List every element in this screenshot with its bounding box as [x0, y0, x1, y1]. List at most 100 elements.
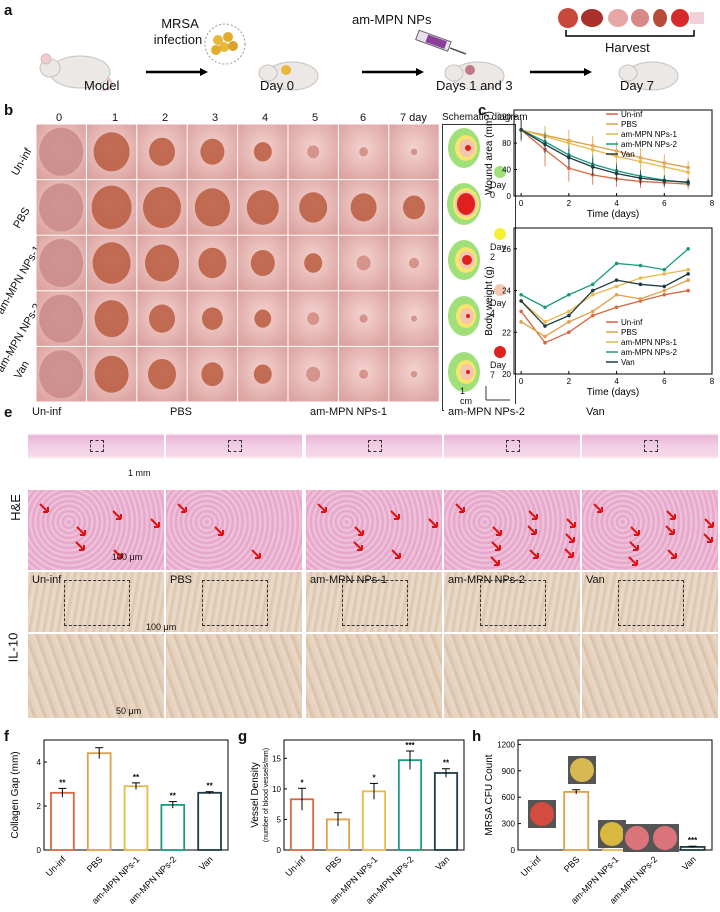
series-line — [520, 273, 689, 327]
red-arrow-icon — [564, 548, 574, 558]
data-point — [543, 324, 547, 328]
significance-mark: *** — [688, 836, 698, 845]
mouse-days13-icon — [444, 61, 505, 91]
y-tick-label: 40 — [502, 166, 511, 175]
plot-frame — [513, 227, 713, 375]
data-point — [614, 305, 619, 310]
red-arrow-icon — [317, 503, 327, 513]
arrow-2-icon — [362, 68, 424, 76]
data-point — [638, 263, 643, 268]
red-arrow-icon — [390, 510, 400, 520]
legend-day7-label: Day 7 — [490, 360, 507, 380]
agar-plate-dish — [600, 822, 624, 846]
series-line — [520, 279, 689, 338]
mouse-day0-icon — [258, 61, 319, 91]
day-header: 3 — [212, 112, 219, 124]
red-arrow-icon — [113, 549, 123, 559]
y-tick-label: 80 — [502, 139, 511, 148]
data-point — [662, 284, 667, 289]
legend-day2-swatch — [494, 228, 506, 240]
data-point — [567, 166, 571, 171]
wound-lesion — [94, 355, 129, 393]
data-point — [638, 159, 643, 164]
y-axis-label: Collagen Gap (mm) — [10, 751, 21, 838]
agar-plate-dish — [653, 826, 677, 850]
he-tissue-image — [306, 490, 442, 570]
red-arrow-icon — [39, 503, 49, 513]
zoom-region-box — [618, 580, 684, 626]
wound-lesion — [94, 300, 129, 338]
zoom-region-box — [342, 580, 408, 626]
wound-lesion — [194, 188, 230, 227]
zoom-region-box — [64, 580, 130, 626]
scale-1mm: 1 mm — [128, 468, 151, 478]
wound-photo-grid — [36, 124, 439, 402]
wound-lesion — [254, 309, 272, 328]
zoom-region-box — [368, 440, 382, 452]
y-axis-label: Vessel Density — [250, 762, 261, 828]
red-arrow-icon — [666, 510, 676, 520]
il10-tissue-image: Van — [582, 572, 718, 632]
red-arrow-icon — [491, 541, 501, 551]
wound-lesion — [299, 192, 328, 223]
data-point — [590, 292, 595, 297]
y-axis-label: Wound area (mm²) — [484, 111, 495, 195]
data-point — [519, 309, 523, 314]
panel-a: Model MRSA infection Day 0 am-MPN NPs Da… — [0, 0, 720, 100]
y-tick-label: 0 — [507, 192, 512, 201]
agar-plate-dish — [570, 758, 594, 782]
wound-lesion — [39, 294, 84, 343]
data-point — [614, 278, 619, 282]
x-tick-label: 0 — [519, 377, 524, 386]
data-point — [662, 267, 667, 272]
data-point — [519, 292, 523, 297]
he-tissue-image: am-MPN NPs-2 — [444, 404, 580, 488]
x-tick-label: Un-inf — [519, 854, 543, 878]
he-tissue-image: PBS — [166, 404, 302, 488]
days13-label: Days 1 and 3 — [436, 78, 513, 93]
data-point — [686, 267, 690, 272]
data-point — [662, 292, 667, 297]
wound-lesion — [143, 186, 181, 229]
y-axis-label: MRSA CFU Count — [484, 754, 495, 835]
arrow-overlay — [455, 503, 576, 566]
red-arrow-icon — [492, 526, 502, 536]
bar — [397, 759, 423, 851]
legend-label: am-MPN NPs-1 — [621, 338, 678, 347]
x-tick-label: 8 — [710, 199, 715, 208]
wound-lesion — [149, 304, 175, 333]
arrow-overlay — [593, 503, 714, 566]
x-tick-label: 8 — [710, 377, 715, 386]
il10-row-label: IL-10 — [5, 632, 21, 663]
x-tick-label: 0 — [519, 199, 524, 208]
wound-lesion — [350, 193, 377, 222]
y-tick-label: 1200 — [497, 740, 515, 749]
y-tick-label: 0 — [37, 846, 42, 855]
data-point — [590, 147, 595, 152]
il10-tissue-image: PBS — [166, 572, 302, 632]
legend-label: PBS — [621, 328, 637, 337]
day0-label: Day 0 — [260, 78, 294, 93]
data-point — [686, 272, 690, 276]
il10-tissue-image — [306, 634, 442, 718]
data-point — [590, 165, 595, 169]
legend-label: am-MPN NPs-2 — [621, 348, 678, 357]
wound-lesion — [39, 350, 84, 399]
tissue-group-label: Un-inf — [32, 406, 62, 418]
data-point — [686, 247, 690, 251]
x-tick-label: 4 — [614, 199, 619, 208]
wound-lesion — [201, 362, 224, 387]
y-tick-label: 20 — [502, 370, 511, 379]
model-label: Model — [84, 78, 120, 93]
day7-label: Day 7 — [620, 78, 654, 93]
day-header: 4 — [262, 112, 269, 124]
data-point — [638, 176, 643, 180]
red-arrow-icon — [455, 503, 465, 513]
red-arrow-icon — [667, 549, 677, 559]
y-tick-label: 15 — [272, 754, 281, 763]
panel-e: H&E IL-10 Un-inf PBS am-MPN NPs-1 am-MPN NP… — [0, 404, 720, 724]
tissue-group-label: Van — [586, 574, 605, 586]
tissue-group-label: PBS — [170, 406, 193, 418]
